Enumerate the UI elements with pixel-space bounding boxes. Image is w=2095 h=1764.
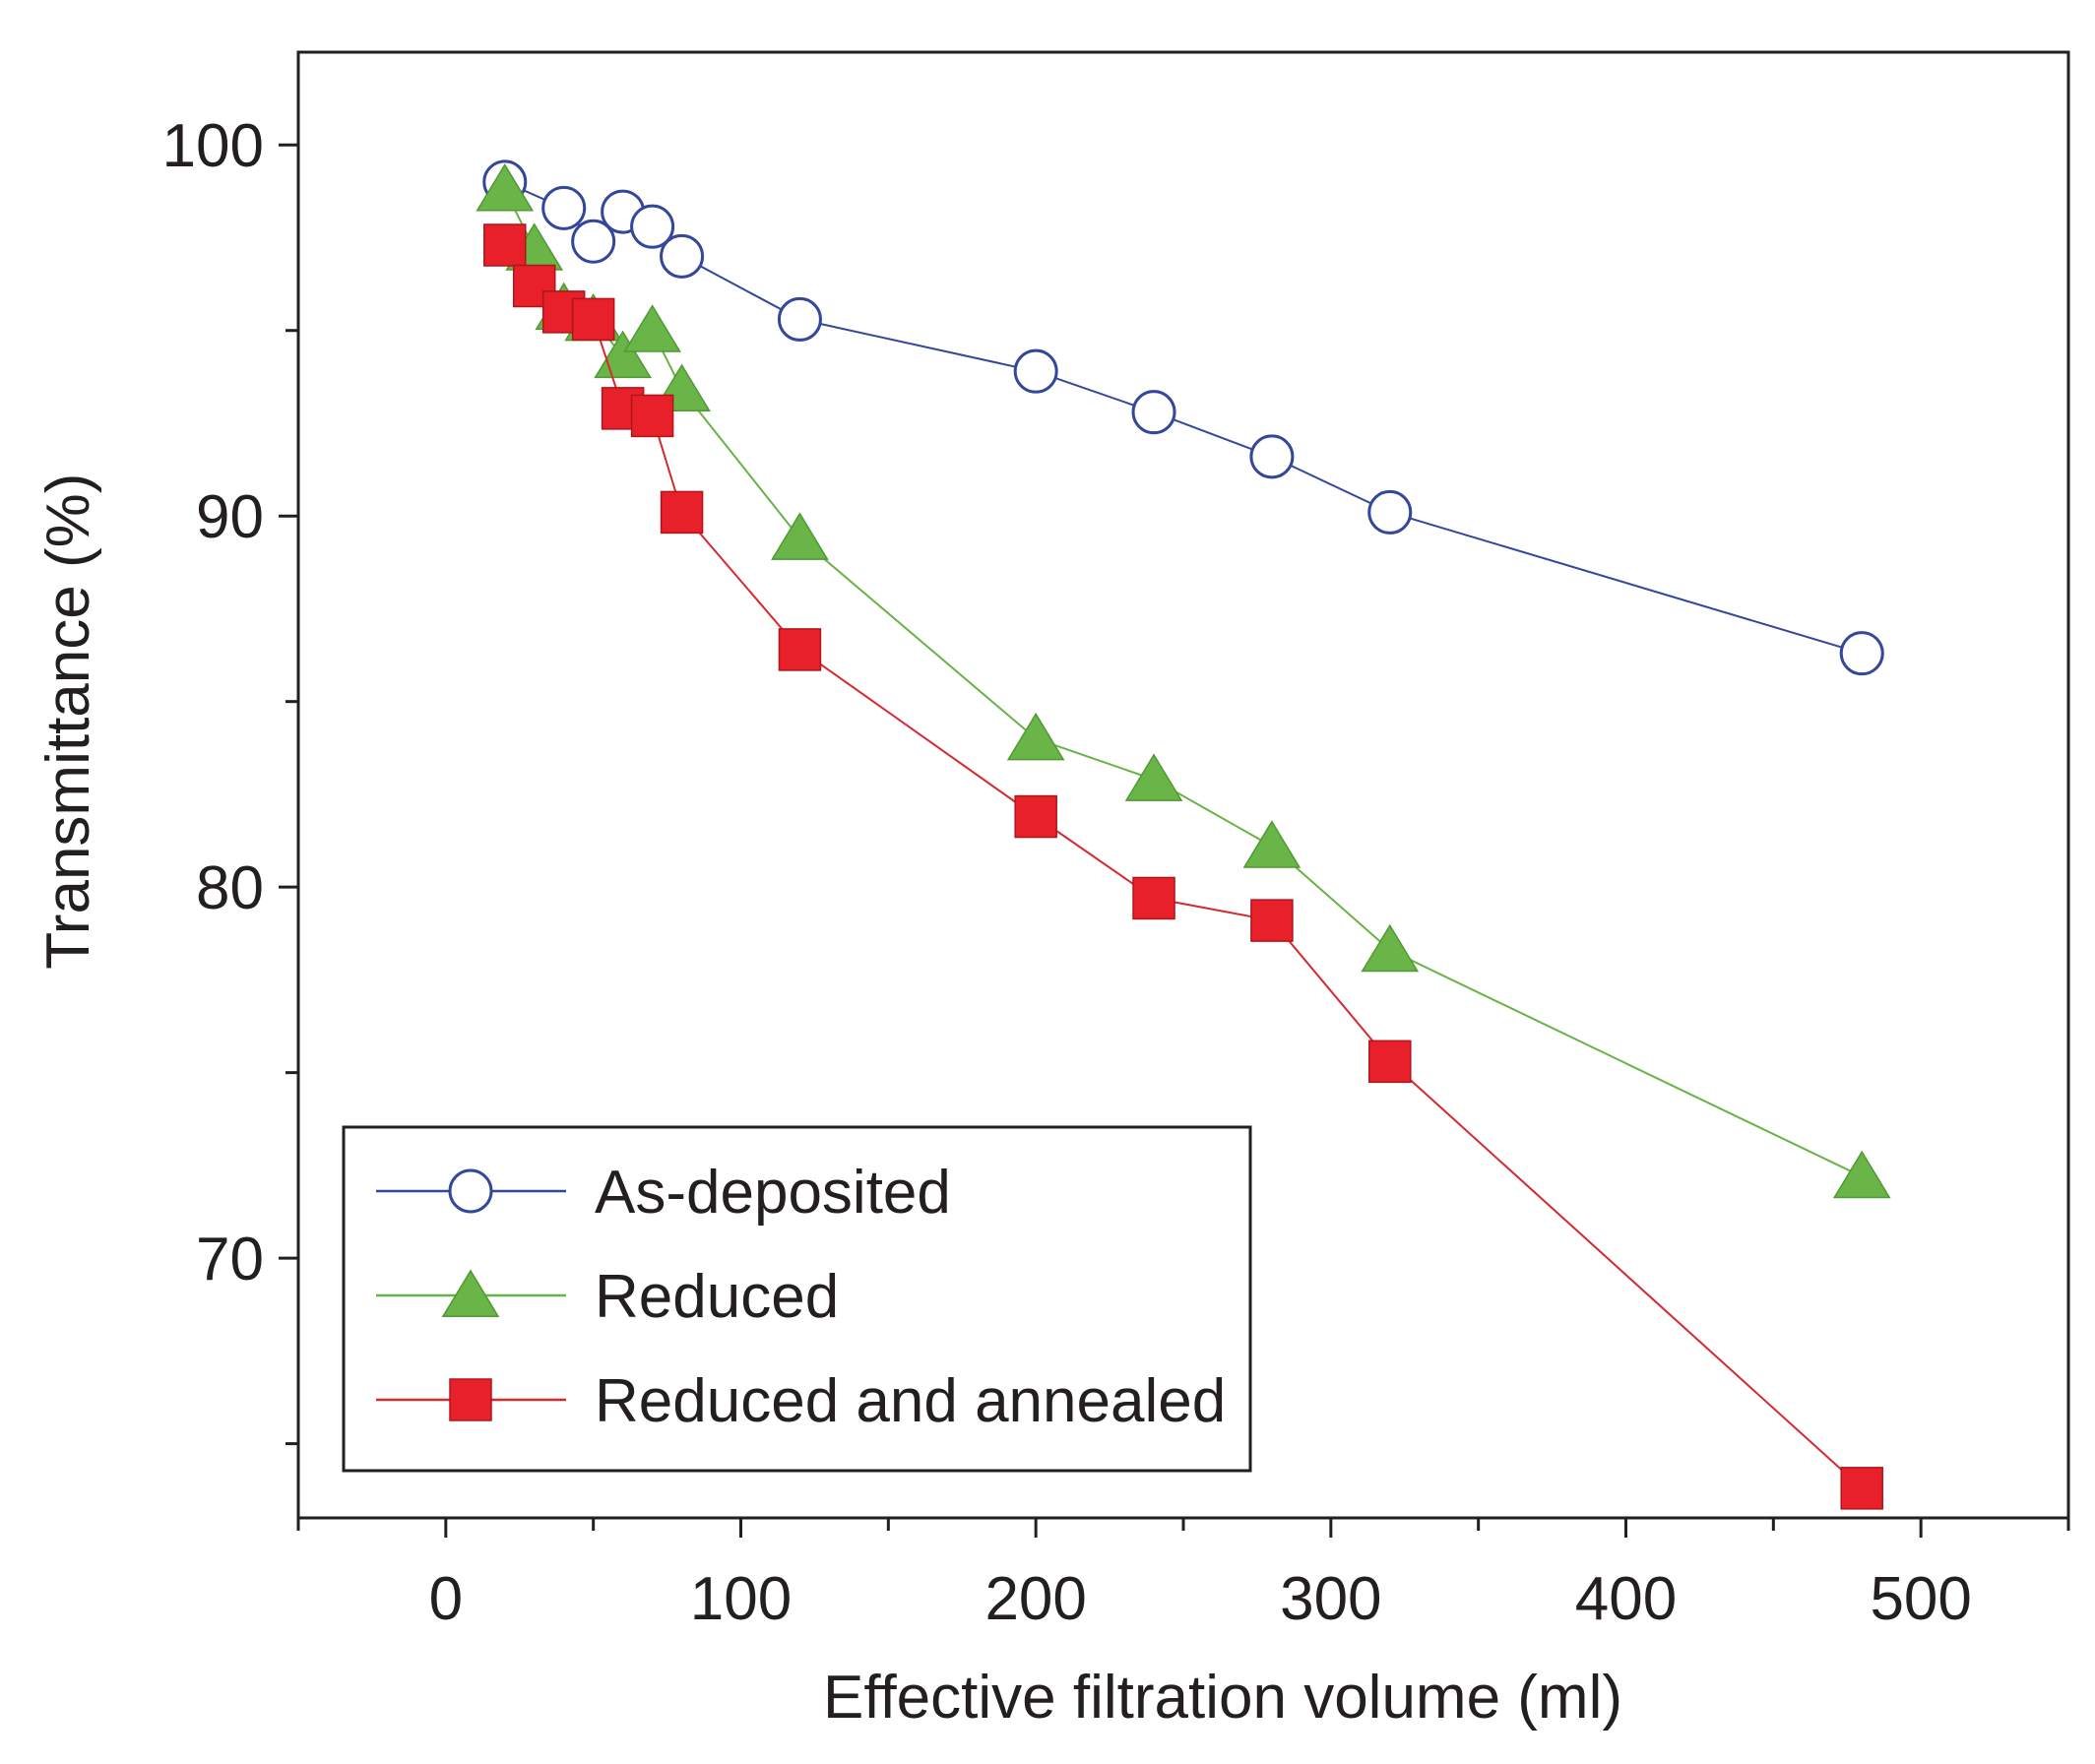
y-axis-title: Transmittance (%)	[34, 473, 102, 970]
x-tick-label: 0	[429, 1565, 463, 1633]
x-tick-label: 400	[1575, 1565, 1677, 1633]
legend-marker	[448, 1168, 493, 1214]
x-axis-title: Effective filtration volume (ml)	[823, 1664, 1622, 1732]
data-point-square	[1014, 794, 1057, 839]
data-point-square	[483, 223, 527, 267]
data-point-triangle	[1006, 712, 1065, 761]
x-tick-label: 200	[984, 1565, 1086, 1633]
data-point-square	[630, 394, 674, 438]
legend-label: As-deposited	[595, 1159, 951, 1227]
legend-box	[342, 1125, 1252, 1473]
y-tick-label: 90	[196, 483, 264, 551]
data-point-triangle	[623, 304, 681, 352]
y-tick-label: 80	[196, 854, 264, 922]
series-layer	[476, 159, 1891, 1510]
data-point-square	[1368, 1040, 1412, 1084]
data-point-circle	[630, 204, 675, 249]
data-point-triangle	[771, 512, 829, 560]
x-tick-label: 500	[1870, 1565, 1971, 1633]
data-point-square	[571, 297, 615, 342]
data-point-circle	[1249, 434, 1295, 479]
series-line	[504, 180, 1863, 655]
legend-item: Reduced	[376, 1263, 839, 1331]
data-point-square	[1132, 876, 1175, 920]
data-point-triangle	[1361, 923, 1420, 973]
series-3	[483, 223, 1883, 1510]
data-point-circle	[660, 233, 705, 279]
legend-marker	[441, 1269, 500, 1317]
series-1	[482, 159, 1884, 676]
x-tick-label: 300	[1280, 1565, 1381, 1633]
y-tick-label: 100	[162, 112, 264, 180]
legend: As-deposited Reduced Reduced and annealed	[342, 1125, 1252, 1473]
series-line	[503, 189, 1863, 1178]
data-point-circle	[1013, 348, 1058, 394]
legend-item: As-deposited	[376, 1159, 951, 1227]
data-point-circle	[1367, 489, 1413, 535]
data-point-triangle	[1124, 753, 1183, 801]
y-axis: 70 80 90 100	[162, 112, 298, 1446]
legend-label: Reduced and annealed	[595, 1367, 1226, 1435]
data-point-circle	[1839, 631, 1884, 676]
data-point-square	[778, 628, 822, 671]
data-point-circle	[571, 219, 616, 264]
data-point-triangle	[1242, 820, 1301, 868]
x-axis: 0 100 200 300 400 500	[296, 1518, 2070, 1633]
data-point-square	[660, 490, 704, 535]
data-point-circle	[541, 185, 587, 230]
data-point-square	[1840, 1467, 1883, 1510]
series-2	[476, 163, 1891, 1199]
legend-marker	[449, 1378, 492, 1421]
data-point-triangle	[476, 163, 535, 212]
x-tick-label: 100	[690, 1565, 792, 1633]
data-point-square	[1250, 899, 1294, 942]
data-point-triangle	[1832, 1150, 1891, 1199]
y-tick-label: 70	[196, 1226, 264, 1293]
data-point-circle	[1131, 390, 1176, 435]
data-point-circle	[777, 296, 822, 342]
legend-item: Reduced and annealed	[376, 1367, 1226, 1435]
legend-label: Reduced	[595, 1263, 839, 1331]
